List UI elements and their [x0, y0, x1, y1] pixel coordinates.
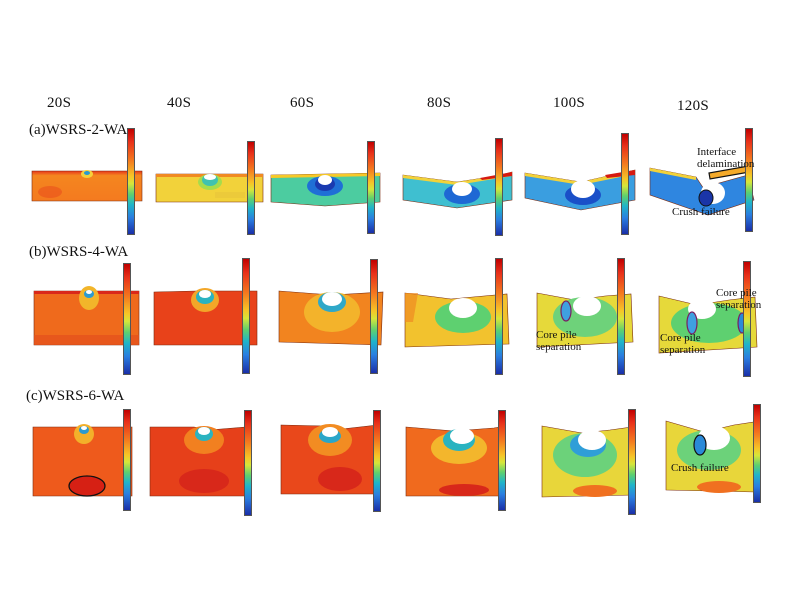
- colorbar-c-20s: [123, 409, 131, 511]
- annotation-core-pile-separation-b120-right: Core pile separation: [716, 287, 761, 311]
- contour-c-80s: [404, 426, 504, 498]
- colorbar-c-40s: [244, 410, 252, 516]
- annotation-line: separation: [536, 341, 582, 353]
- annotation-core-pile-separation-b100: Core pile separation: [536, 329, 581, 353]
- contour-c-120s: [664, 420, 759, 495]
- annotation-line: Core pile: [660, 332, 701, 344]
- row-label-a: (a)WSRS-2-WA: [29, 122, 128, 138]
- annotation-crush-failure-a: Crush failure: [672, 206, 730, 218]
- colorbar-a-20s: [127, 128, 135, 235]
- annotation-line: separation: [660, 344, 706, 356]
- contour-c-40s: [149, 426, 249, 498]
- time-label-120s: 120S: [677, 98, 710, 114]
- contour-a-60s: [270, 172, 382, 210]
- contour-b-100s: [535, 292, 635, 352]
- colorbar-c-60s: [373, 410, 381, 512]
- colorbar-a-40s: [247, 141, 255, 235]
- colorbar-c-100s: [628, 409, 636, 515]
- annotation-line: Core pile: [716, 287, 757, 299]
- time-label-100s: 100S: [553, 95, 586, 111]
- time-label-20s: 20S: [47, 95, 72, 111]
- annotation-line: separation: [716, 299, 762, 311]
- row-label-b: (b)WSRS-4-WA: [29, 244, 129, 260]
- annotation-line: Interface: [697, 146, 737, 158]
- contour-a-120s: [648, 165, 758, 220]
- annotation-crush-failure-c: Crush failure: [671, 462, 729, 474]
- time-label-80s: 80S: [427, 95, 452, 111]
- annotation-line: delamination: [697, 158, 755, 170]
- colorbar-b-40s: [242, 258, 250, 374]
- contour-c-60s: [280, 424, 380, 499]
- colorbar-b-80s: [495, 258, 503, 375]
- annotation-line: Core pile: [536, 329, 577, 341]
- contour-b-20s: [33, 286, 141, 348]
- contour-b-60s: [277, 290, 385, 348]
- colorbar-a-100s: [621, 133, 629, 235]
- colorbar-b-20s: [123, 263, 131, 375]
- colorbar-b-60s: [370, 259, 378, 374]
- colorbar-a-120s: [745, 128, 753, 232]
- contour-a-20s: [30, 170, 145, 205]
- contour-a-40s: [155, 172, 265, 207]
- contour-c-20s: [32, 424, 134, 498]
- colorbar-b-120s: [743, 261, 751, 377]
- annotation-interface-delamination: Interface delamination: [697, 146, 754, 170]
- contour-b-80s: [403, 292, 511, 352]
- annotation-core-pile-separation-b120-left: Core pile separation: [660, 332, 705, 356]
- colorbar-b-100s: [617, 258, 625, 375]
- time-label-40s: 40S: [167, 95, 192, 111]
- contour-b-40s: [153, 288, 258, 348]
- contour-a-80s: [402, 170, 514, 215]
- contour-b-120s: [657, 295, 762, 355]
- colorbar-c-80s: [498, 410, 506, 511]
- colorbar-c-120s: [753, 404, 761, 503]
- contour-a-100s: [523, 165, 638, 215]
- time-label-60s: 60S: [290, 95, 315, 111]
- colorbar-a-60s: [367, 141, 375, 234]
- contour-c-100s: [540, 425, 635, 500]
- row-label-c: (c)WSRS-6-WA: [26, 388, 125, 404]
- colorbar-a-80s: [495, 138, 503, 236]
